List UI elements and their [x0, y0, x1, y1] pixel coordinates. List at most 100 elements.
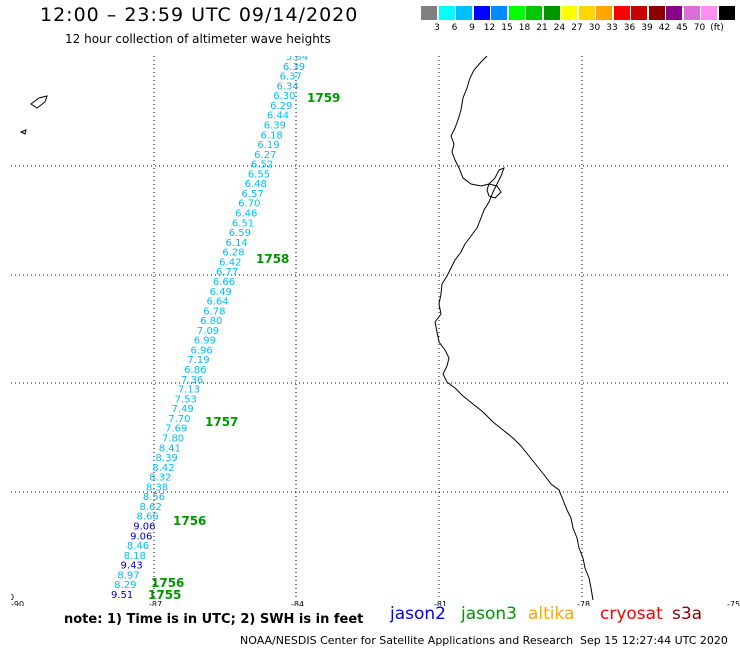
satellite-s3a: s3a [672, 604, 703, 624]
swh-value: 6.27 [254, 150, 276, 161]
legend-label: 27 [571, 23, 583, 33]
satellite-altika: altika [528, 604, 575, 624]
x-tick-label: -84 [291, 600, 304, 606]
footer-note: note: 1) Time is in UTC; 2) SWH is in fe… [64, 612, 364, 627]
legend-label: 42 [658, 23, 671, 33]
swh-value: 9.06 [133, 522, 155, 533]
swh-value: 5.84 [286, 56, 308, 63]
island-galapagos [30, 95, 48, 109]
swh-value: 7.53 [175, 394, 197, 405]
swh-value: 6.80 [200, 316, 222, 327]
swh-value: 8.62 [140, 502, 162, 513]
swh-value: 7.70 [168, 414, 190, 425]
legend-swatch [543, 6, 560, 20]
legend-swatch [508, 6, 525, 20]
x-tick-label: -81 [434, 600, 447, 606]
map-grid [11, 56, 729, 598]
swh-value: 8.32 [149, 473, 171, 484]
swh-value: 9.06 [130, 531, 152, 542]
satellite-jason2: jason2 [390, 604, 446, 624]
swh-value: 7.19 [187, 355, 209, 366]
swh-value: 6.55 [248, 169, 270, 180]
page-subtitle: 12 hour collection of altimeter wave hei… [65, 32, 331, 46]
legend-swatch [683, 6, 700, 20]
swh-value: 8.42 [152, 463, 174, 474]
legend-swatch [631, 6, 647, 20]
time-label: 1756 [151, 576, 184, 590]
satellite-cryosat: cryosat [600, 604, 663, 624]
legend-label: 18 [518, 23, 531, 33]
legend-label: 6 [451, 23, 458, 33]
legend-swatch [561, 6, 577, 20]
swh-value: 7.69 [165, 424, 187, 435]
swh-value: 7.36 [181, 375, 203, 386]
swh-value: 8.66 [136, 512, 158, 523]
swh-value: 8.41 [159, 443, 181, 454]
legend-label: 15 [501, 23, 513, 33]
coastline [434, 56, 594, 601]
swh-value: 6.51 [232, 218, 254, 229]
swh-value: 6.34 [276, 81, 298, 92]
swh-value: 6.39 [283, 62, 305, 73]
swh-value: 6.96 [191, 345, 213, 356]
time-label: 1755 [148, 588, 181, 602]
legend-label: 12 [483, 23, 496, 33]
page-title: 12:00 – 23:59 UTC 09/14/2020 [40, 4, 359, 26]
y-axis-ticks: 0-2-4-6-8-10 [11, 593, 14, 602]
swh-value: 6.70 [238, 199, 260, 210]
y-tick-label: -10 [11, 593, 14, 602]
legend-label: (ft) [710, 23, 724, 33]
swh-value: 6.46 [235, 209, 257, 220]
swh-value: 6.59 [229, 228, 251, 239]
swh-value: 8.38 [146, 482, 168, 493]
time-label: 1756 [173, 514, 206, 528]
swh-value: 6.30 [273, 91, 295, 102]
swh-value: 6.14 [226, 238, 248, 249]
wave-height-map: 5.846.396.376.346.306.296.446.396.186.19… [11, 56, 740, 606]
swh-value: 6.99 [194, 336, 216, 347]
swh-value: 7.49 [171, 404, 193, 415]
swh-value: 8.29 [114, 580, 136, 591]
legend-label: 45 [676, 23, 688, 33]
swh-value: 6.57 [241, 189, 263, 200]
x-tick-label: -75 [727, 600, 740, 606]
legend-swatch [578, 6, 595, 20]
swh-value: 7.80 [162, 433, 184, 444]
legend-swatch [648, 6, 665, 20]
legend-label: 30 [588, 23, 601, 33]
legend-swatch [596, 6, 612, 20]
swh-value: 6.37 [280, 72, 302, 83]
altimeter-track: 5.846.396.376.346.306.296.446.396.186.19… [111, 56, 308, 601]
x-axis-ticks: -90 -87 -84 -81 -78 -75 [11, 600, 740, 606]
swh-value: 7.09 [197, 326, 219, 337]
x-tick-label: -78 [577, 600, 590, 606]
legend-label: 33 [606, 23, 618, 33]
credit-text: NOAA/NESDIS Center for Satellite Applica… [240, 634, 574, 647]
swh-value: 6.29 [270, 101, 292, 112]
legend-swatch [666, 6, 682, 20]
legend-swatch [701, 6, 717, 20]
x-tick-label: -87 [149, 600, 162, 606]
swh-value: 6.66 [213, 277, 235, 288]
swh-value: 6.77 [216, 267, 238, 278]
swh-value: 7.13 [178, 385, 200, 396]
legend-label: 39 [641, 23, 653, 33]
swh-value: 6.18 [261, 130, 283, 141]
swh-value: 6.49 [210, 287, 232, 298]
x-tick-label: -90 [11, 600, 24, 606]
legend-swatch [526, 6, 542, 20]
legend-label: 70 [693, 23, 706, 33]
swh-value: 6.19 [257, 140, 279, 151]
estuary [486, 183, 502, 199]
swh-value: 9.43 [121, 561, 143, 572]
legend-swatch [473, 6, 490, 20]
swh-value: 6.28 [222, 248, 244, 259]
swh-value: 6.42 [219, 257, 241, 268]
swh-value: 6.64 [206, 297, 228, 308]
legend-swatch [421, 6, 437, 20]
swh-value: 8.97 [117, 570, 139, 581]
legend-swatch [491, 6, 507, 20]
swh-value: 6.44 [267, 111, 289, 122]
swh-value: 6.48 [245, 179, 267, 190]
